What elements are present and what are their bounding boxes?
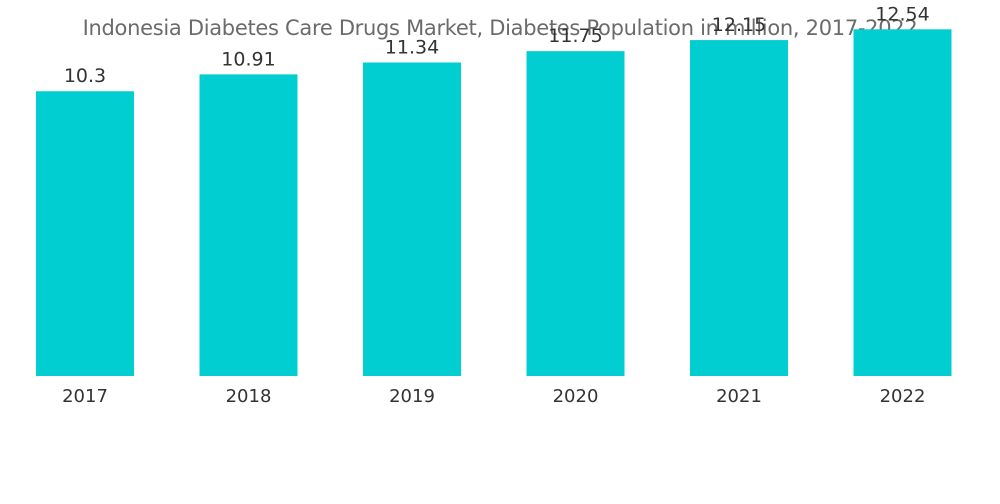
bar-2019 — [363, 62, 461, 376]
chart-title: Indonesia Diabetes Care Drugs Market, Di… — [82, 16, 918, 40]
x-tick-label-2018: 2018 — [226, 386, 272, 407]
value-label-2020: 11.75 — [548, 25, 602, 47]
bar-2018 — [199, 74, 298, 376]
value-label-2021: 12.15 — [712, 14, 766, 36]
bar-2022 — [853, 29, 952, 377]
bar-2021 — [690, 40, 788, 377]
value-label-2022: 12.54 — [875, 3, 929, 25]
x-tick-label-2021: 2021 — [716, 386, 762, 407]
bar-2020 — [526, 51, 625, 376]
value-label-2017: 10.3 — [64, 65, 106, 87]
x-tick-label-2017: 2017 — [62, 386, 108, 407]
x-tick-label-2020: 2020 — [553, 386, 599, 407]
value-label-2018: 10.91 — [221, 48, 275, 70]
bar-2017 — [36, 91, 134, 376]
value-label-2019: 11.34 — [385, 36, 439, 58]
x-tick-label-2022: 2022 — [880, 386, 926, 407]
x-tick-label-2019: 2019 — [389, 386, 435, 407]
